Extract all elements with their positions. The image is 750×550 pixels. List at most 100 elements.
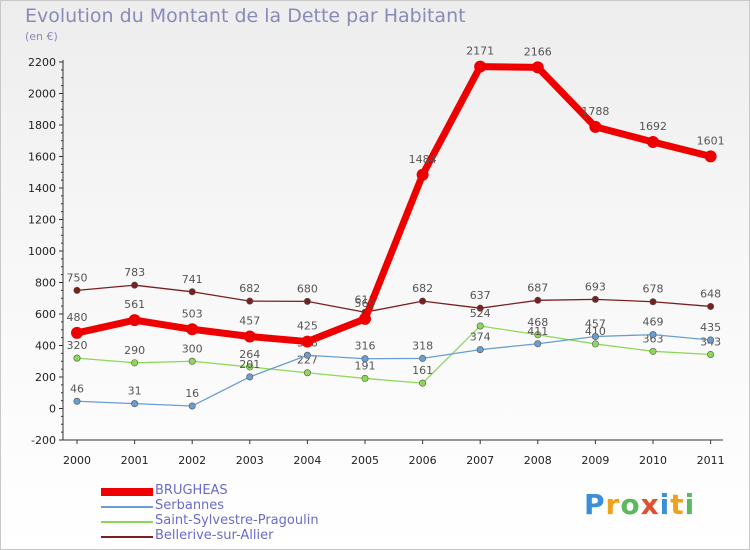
data-label: 191 xyxy=(355,359,376,372)
logo-letter: t xyxy=(670,488,685,521)
data-label: 318 xyxy=(412,339,433,352)
y-tick-label: 800 xyxy=(35,277,56,290)
data-label: 682 xyxy=(412,282,433,295)
data-label: 648 xyxy=(700,287,721,300)
data-point xyxy=(361,374,369,382)
data-point xyxy=(591,333,599,341)
data-point xyxy=(303,369,311,377)
data-point xyxy=(246,297,254,305)
legend-swatch xyxy=(101,521,153,523)
data-label: 680 xyxy=(297,282,318,295)
data-point xyxy=(188,357,196,365)
series-line xyxy=(76,284,711,313)
data-point xyxy=(704,150,717,163)
data-point xyxy=(359,312,371,325)
legend-swatch xyxy=(101,488,153,496)
data-label: 264 xyxy=(239,348,260,361)
y-tick-label: 600 xyxy=(35,308,56,321)
data-point xyxy=(246,373,254,381)
data-point xyxy=(131,359,139,367)
legend-label: BRUGHEAS xyxy=(155,483,228,498)
y-tick-label: 200 xyxy=(35,371,56,384)
data-label: 469 xyxy=(643,316,664,329)
data-label: 524 xyxy=(470,307,491,320)
data-label: 2166 xyxy=(524,45,552,58)
data-point xyxy=(71,326,83,339)
data-label: 457 xyxy=(239,315,260,328)
legend-swatch xyxy=(101,506,153,508)
data-label: 31 xyxy=(128,385,142,398)
data-point xyxy=(707,350,715,358)
x-tick-label: 2001 xyxy=(121,454,149,467)
data-point xyxy=(73,354,81,362)
legend-label: Serbannes xyxy=(155,498,225,513)
data-label: 561 xyxy=(124,298,145,311)
logo-letter: o xyxy=(620,488,641,521)
logo-letter: i xyxy=(659,488,671,521)
data-label: 468 xyxy=(527,316,548,329)
data-point xyxy=(591,295,599,303)
data-point xyxy=(419,297,427,305)
y-tick-label: 400 xyxy=(35,340,56,353)
data-label: 201 xyxy=(239,358,260,371)
x-tick-label: 2006 xyxy=(409,454,437,467)
data-point xyxy=(131,400,139,408)
data-point xyxy=(246,363,254,371)
data-label: 410 xyxy=(585,325,606,338)
series-line xyxy=(76,63,712,346)
data-label: 503 xyxy=(182,307,203,320)
data-point xyxy=(303,351,311,359)
data-point xyxy=(649,347,657,355)
x-tick-label: 2008 xyxy=(524,454,552,467)
data-point xyxy=(303,297,311,305)
data-label: 741 xyxy=(182,273,203,286)
logo-letter: i xyxy=(684,488,696,521)
data-label: 316 xyxy=(355,340,376,353)
x-tick-label: 2003 xyxy=(236,454,264,467)
logo-letter: P xyxy=(584,488,606,521)
data-label: 678 xyxy=(643,283,664,296)
logo-letter: r xyxy=(605,488,621,521)
y-tick-label: 1800 xyxy=(28,119,56,132)
data-point xyxy=(128,314,141,327)
data-point xyxy=(707,336,715,344)
data-label: 435 xyxy=(700,321,721,334)
data-point xyxy=(243,330,256,343)
data-point xyxy=(474,60,487,73)
data-point xyxy=(416,168,429,181)
data-label: 1692 xyxy=(639,120,667,133)
data-label: 750 xyxy=(67,271,88,284)
data-point xyxy=(591,340,599,348)
data-label: 637 xyxy=(470,289,491,302)
chart-title: Evolution du Montant de la Dette par Hab… xyxy=(25,5,466,27)
data-label: 693 xyxy=(585,280,606,293)
data-point xyxy=(647,136,659,149)
data-point xyxy=(476,304,484,312)
data-point xyxy=(534,340,542,348)
data-point xyxy=(73,286,81,294)
data-point xyxy=(188,402,196,410)
y-tick-label: 1200 xyxy=(28,214,56,227)
x-tick-label: 2005 xyxy=(351,454,379,467)
data-label: 320 xyxy=(67,339,88,352)
data-label: 46 xyxy=(70,382,84,395)
x-tick-label: 2000 xyxy=(63,454,91,467)
data-label: 682 xyxy=(239,282,260,295)
data-label: 161 xyxy=(412,364,433,377)
data-point xyxy=(534,331,542,339)
data-label: 411 xyxy=(527,325,548,338)
x-tick-label: 2011 xyxy=(697,454,725,467)
data-label: 457 xyxy=(585,318,606,331)
x-tick-label: 2010 xyxy=(639,454,667,467)
data-point xyxy=(188,288,196,296)
data-label: 1601 xyxy=(697,134,725,147)
data-point xyxy=(476,346,484,354)
data-label: 300 xyxy=(182,342,203,355)
data-point xyxy=(73,397,81,405)
data-point xyxy=(589,120,602,133)
x-tick-label: 2004 xyxy=(293,454,321,467)
data-label: 425 xyxy=(297,320,318,333)
series-line xyxy=(76,325,711,384)
data-label: 569 xyxy=(355,297,376,310)
